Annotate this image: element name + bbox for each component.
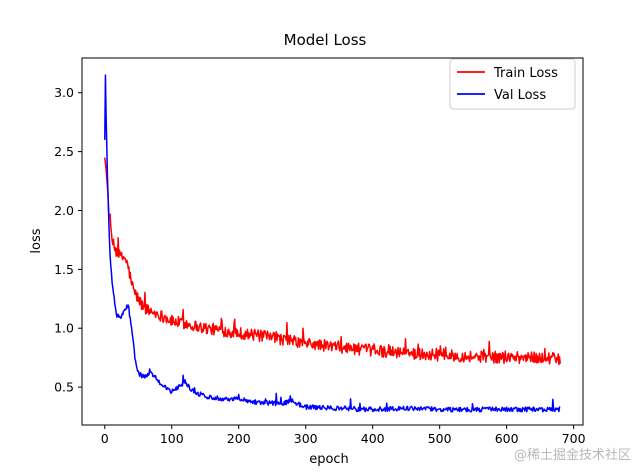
legend: Train Loss Val Loss xyxy=(449,58,576,110)
x-tick-label: 700 xyxy=(562,431,586,446)
x-tick-label: 100 xyxy=(160,431,184,446)
y-tick-label: 0.5 xyxy=(54,380,74,395)
y-tick-label: 2.0 xyxy=(54,203,74,218)
y-tick-label: 3.0 xyxy=(54,85,74,100)
x-axis-ticks: 0 100 200 300 400 500 600 700 xyxy=(101,425,586,446)
x-tick-label: 500 xyxy=(428,431,452,446)
plot-lines xyxy=(104,74,561,413)
y-axis-ticks: 0.5 1.0 1.5 2.0 2.5 3.0 xyxy=(54,85,82,395)
x-axis-label: epoch xyxy=(309,452,349,467)
x-tick-label: 600 xyxy=(495,431,519,446)
series-line-train-loss xyxy=(104,157,561,366)
x-tick-label: 400 xyxy=(361,431,385,446)
plot-frame xyxy=(81,57,584,426)
y-tick-label: 2.5 xyxy=(54,144,74,159)
x-tick-label: 200 xyxy=(227,431,251,446)
watermark: @稀土掘金技术社区 xyxy=(513,448,631,463)
x-tick-label: 300 xyxy=(294,431,318,446)
legend-label-val-loss: Val Loss xyxy=(494,88,546,103)
series-line-val-loss xyxy=(104,74,561,413)
legend-label-train-loss: Train Loss xyxy=(493,66,558,81)
y-axis-label: loss xyxy=(29,228,44,253)
chart-title: Model Loss xyxy=(284,31,367,49)
x-tick-label: 0 xyxy=(101,431,109,446)
y-tick-label: 1.0 xyxy=(54,321,74,336)
y-tick-label: 1.5 xyxy=(54,262,74,277)
